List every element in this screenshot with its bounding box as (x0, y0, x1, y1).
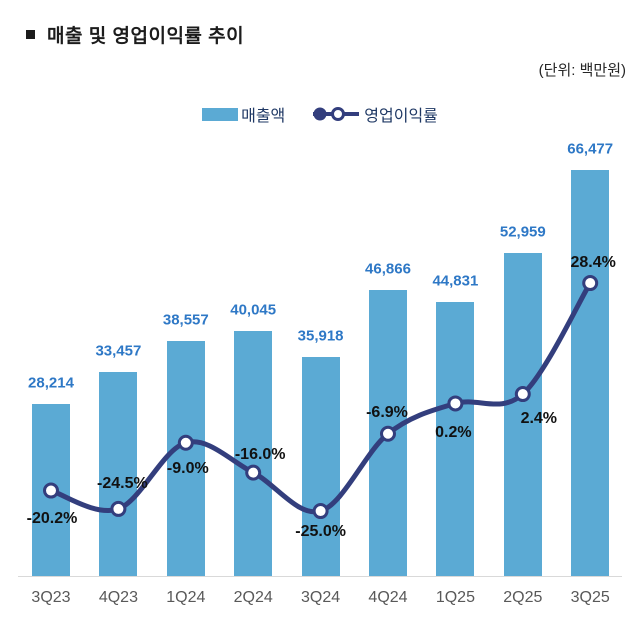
margin-percent-label: -20.2% (26, 509, 78, 527)
revenue-value-label: 46,866 (365, 260, 411, 278)
page-title: 매출 및 영업이익률 추이 (26, 21, 244, 48)
bar-swatch-icon (202, 107, 239, 121)
category-label-1Q25: 1Q25 (435, 589, 475, 606)
revenue-value-label: 35,918 (297, 327, 344, 345)
revenue-value-label: 33,457 (95, 342, 142, 360)
category-label-1Q24: 1Q24 (166, 589, 206, 606)
revenue-bar-3Q23 (32, 403, 70, 576)
title-text: 매출 및 영업이익률 추이 (47, 26, 245, 47)
revenue-value-label: 52,959 (499, 223, 546, 241)
revenue-bar-4Q24 (369, 289, 407, 576)
legend-margin-label: 영업이익률 (364, 108, 438, 125)
category-label-4Q24: 4Q24 (368, 589, 408, 606)
revenue-bar-4Q23 (99, 371, 138, 576)
legend-revenue-label: 매출액 (241, 108, 286, 125)
margin-percent-label: -24.5% (97, 474, 148, 492)
revenue-bar-1Q24 (166, 340, 205, 576)
category-label-2Q25: 2Q25 (503, 589, 543, 606)
category-label-2Q24: 2Q24 (233, 589, 273, 606)
category-label-3Q24: 3Q24 (301, 589, 341, 606)
margin-percent-label: 28.4% (570, 254, 616, 272)
category-label-3Q25: 3Q25 (570, 589, 610, 606)
margin-percent-label: 0.2% (435, 424, 472, 442)
category-label-4Q23: 4Q23 (98, 589, 138, 606)
title-bullet-icon (26, 30, 35, 39)
revenue-value-label: 38,557 (162, 311, 209, 329)
revenue-value-label: 40,045 (230, 301, 277, 319)
revenue-value-label: 66,477 (567, 140, 614, 158)
category-label-3Q23: 3Q23 (31, 589, 71, 606)
revenue-value-label: 44,831 (432, 272, 479, 290)
revenue-bar-3Q25 (571, 170, 610, 576)
legend-item-margin: 영업이익률 (311, 102, 438, 126)
margin-percent-label: -6.9% (366, 403, 408, 421)
chart-legend: 매출액 영업이익률 (0, 102, 640, 126)
legend-item-revenue: 매출액 (202, 102, 285, 126)
margin-percent-label: -16.0% (234, 445, 286, 463)
margin-percent-label: -9.0% (166, 459, 209, 477)
x-axis-line (18, 576, 622, 577)
margin-percent-label: -25.0% (295, 523, 346, 541)
unit-label: (단위: 백만원) (538, 62, 626, 79)
revenue-value-label: 28,214 (28, 374, 74, 392)
line-marker-icon (313, 107, 360, 121)
margin-percent-label: 2.4% (520, 410, 558, 428)
revenue-bar-3Q24 (301, 356, 340, 576)
